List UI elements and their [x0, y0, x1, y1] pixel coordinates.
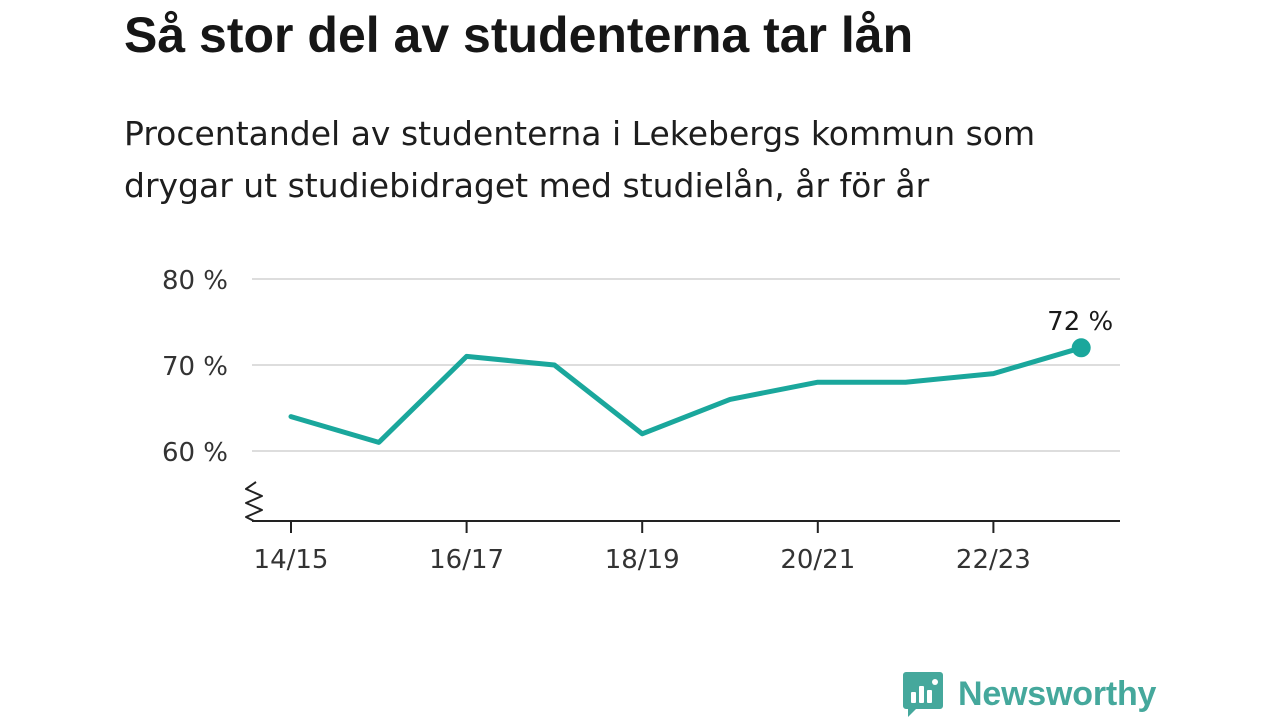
x-tick-label: 14/15: [254, 545, 329, 575]
x-tick-label: 18/19: [605, 545, 680, 575]
brand-name: Newsworthy: [958, 674, 1157, 713]
axis-break-icon: [245, 481, 263, 522]
chart-title: Så stor del av studenterna tar lån: [124, 7, 914, 63]
y-tick-label: 70 %: [162, 352, 228, 382]
x-tick-label: 20/21: [780, 545, 855, 575]
data-label-last: 72 %: [1047, 307, 1113, 337]
brand-logo: Newsworthy: [902, 670, 1156, 718]
last-data-point: [1071, 338, 1091, 358]
y-tick-label: 80 %: [162, 266, 228, 296]
x-tick-label: 16/17: [429, 545, 504, 575]
series-line: [288, 345, 1084, 445]
x-tick-label: 22/23: [956, 545, 1031, 575]
newsworthy-logo-icon: [903, 672, 943, 717]
y-tick-label: 60 %: [162, 438, 228, 468]
chart-subtitle: Procentandel av studenterna i Lekebergs …: [124, 114, 1036, 205]
